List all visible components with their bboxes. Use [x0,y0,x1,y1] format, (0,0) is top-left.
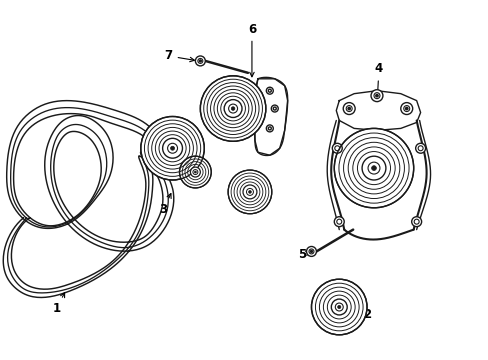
Circle shape [343,103,354,114]
Circle shape [310,251,312,252]
Polygon shape [336,91,420,130]
Circle shape [370,90,382,102]
Circle shape [334,217,344,227]
Circle shape [190,167,200,177]
Circle shape [371,166,376,171]
Circle shape [199,60,201,62]
Circle shape [179,156,211,188]
Circle shape [170,146,174,150]
Text: 2: 2 [357,309,370,321]
Text: 2: 2 [244,171,251,191]
Circle shape [195,56,205,66]
Circle shape [243,185,256,199]
Circle shape [405,107,407,110]
Circle shape [332,143,342,153]
Text: 6: 6 [247,23,256,77]
Text: 5: 5 [298,248,310,261]
Circle shape [200,76,265,141]
Circle shape [331,299,346,315]
Text: 4: 4 [374,62,382,102]
Text: 7: 7 [164,49,194,63]
Circle shape [334,129,413,208]
Circle shape [231,107,234,111]
Circle shape [306,247,316,256]
Circle shape [411,217,421,227]
Circle shape [271,105,278,112]
Circle shape [224,100,242,117]
Circle shape [228,170,271,214]
Circle shape [347,107,350,110]
Text: 3: 3 [159,194,171,216]
Circle shape [415,143,425,153]
Circle shape [163,138,182,158]
Circle shape [311,279,366,335]
Circle shape [141,117,204,180]
Circle shape [266,87,273,94]
Circle shape [266,125,273,132]
Circle shape [248,190,251,193]
Circle shape [361,156,385,180]
Text: 1: 1 [52,293,64,315]
Circle shape [375,94,377,97]
Polygon shape [254,79,287,155]
Circle shape [194,171,196,173]
Circle shape [337,305,340,309]
Circle shape [400,103,412,114]
